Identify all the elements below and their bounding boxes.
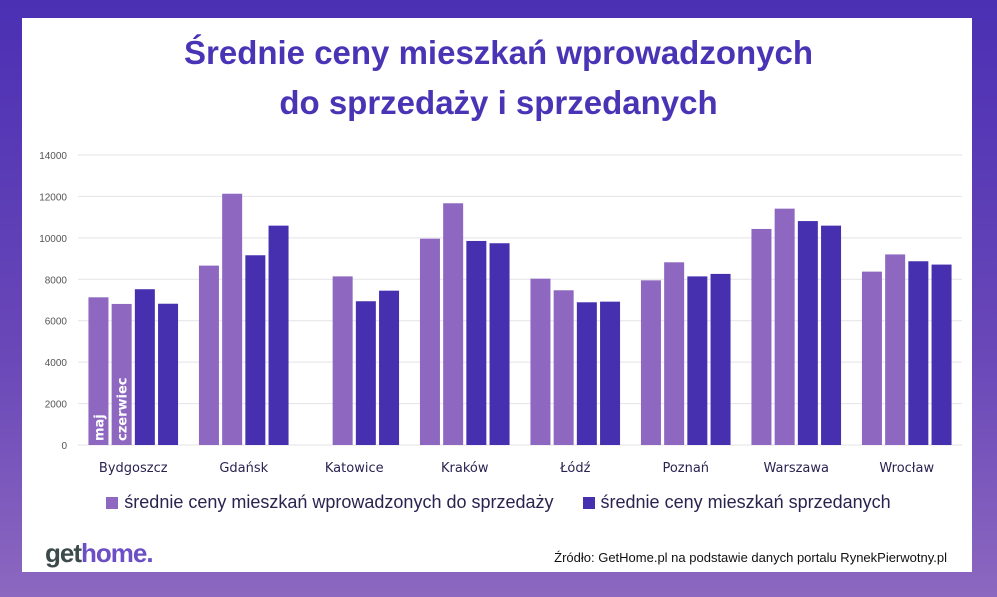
bar-gdańsk (222, 193, 243, 445)
legend-item-listed: średnie ceny mieszkań wprowadzonych do s… (106, 492, 554, 513)
bar-month-label: maj (92, 414, 107, 441)
bar-wrocław (885, 254, 906, 445)
y-tick-label: 4000 (45, 358, 68, 369)
bar-kraków (419, 238, 440, 445)
bar-kraków (489, 243, 510, 445)
chart-title: Średnie ceny mieszkań wprowadzonych do s… (0, 28, 997, 128)
bar-bydgoszcz (158, 303, 179, 445)
bar-warszawa (821, 225, 842, 445)
bar-katowice (379, 290, 400, 445)
bar-wrocław (931, 264, 952, 445)
bar-bydgoszcz (111, 303, 132, 445)
bar-łódź (553, 290, 574, 445)
y-tick-label: 0 (61, 441, 67, 452)
y-tick-label: 6000 (45, 317, 68, 328)
logo-part2: home. (81, 538, 154, 568)
bar-kraków (443, 203, 464, 445)
legend-item-sold: średnie ceny mieszkań sprzedanych (582, 492, 891, 513)
x-tick-label: Poznań (662, 461, 709, 476)
y-tick-label: 12000 (39, 192, 67, 203)
bar-month-label: czerwiec (116, 378, 131, 442)
y-tick-label: 14000 (39, 151, 67, 162)
legend-label-sold: średnie ceny mieszkań sprzedanych (600, 492, 891, 512)
gethome-logo: gethome. (45, 538, 154, 569)
bar-łódź (576, 302, 597, 445)
y-tick-label: 10000 (39, 234, 67, 245)
bar-gdańsk (245, 255, 266, 445)
bar-gdańsk (268, 225, 289, 445)
x-tick-label: Bydgoszcz (99, 461, 168, 476)
x-tick-label: Katowice (325, 461, 384, 476)
bar-łódź (530, 278, 551, 445)
bar-warszawa (774, 208, 795, 445)
title-line-2: do sprzedaży i sprzedanych (279, 84, 718, 121)
bar-poznań (640, 280, 661, 445)
title-line-1: Średnie ceny mieszkań wprowadzonych (183, 34, 814, 71)
legend-swatch-sold (582, 496, 595, 509)
bar-katowice (332, 276, 353, 445)
bar-poznań (710, 273, 731, 445)
x-tick-label: Łódź (559, 461, 591, 476)
bar-wrocław (908, 261, 929, 445)
bar-łódź (600, 301, 621, 445)
bar-poznań (664, 262, 685, 445)
bar-bydgoszcz (134, 289, 155, 445)
x-tick-label: Warszawa (764, 461, 830, 476)
legend: średnie ceny mieszkań wprowadzonych do s… (0, 492, 997, 514)
bar-katowice (355, 301, 376, 445)
bar-bydgoszcz (88, 297, 109, 445)
bar-warszawa (751, 228, 772, 445)
logo-part1: get (45, 538, 82, 568)
legend-swatch-listed (106, 496, 119, 509)
bar-kraków (466, 240, 487, 445)
bar-warszawa (797, 221, 818, 445)
bar-gdańsk (198, 265, 219, 445)
x-tick-label: Gdańsk (219, 461, 268, 476)
legend-label-listed: średnie ceny mieszkań wprowadzonych do s… (124, 492, 554, 512)
y-tick-label: 2000 (45, 400, 68, 411)
x-tick-label: Kraków (441, 461, 489, 476)
x-tick-label: Wrocław (879, 461, 934, 476)
y-tick-label: 8000 (45, 275, 68, 286)
bar-poznań (687, 276, 708, 445)
bar-wrocław (861, 271, 882, 445)
source-note: Źródło: GetHome.pl na podstawie danych p… (554, 550, 947, 565)
